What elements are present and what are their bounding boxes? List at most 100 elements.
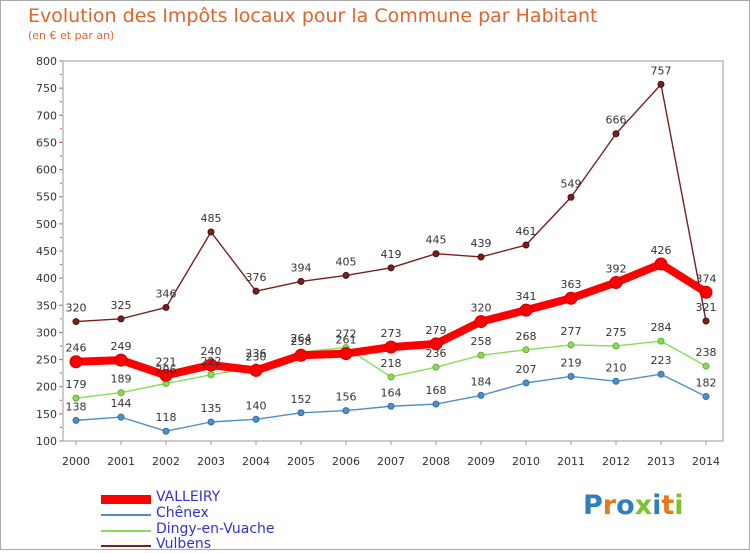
legend-swatch-valleiry [101, 495, 151, 504]
data-point-0 [114, 353, 128, 367]
data-label-3: 485 [201, 212, 222, 225]
data-point-3 [567, 193, 575, 201]
chart-subtitle: (en € et par an) [28, 29, 115, 42]
data-point-3 [702, 317, 710, 325]
data-point-0 [204, 358, 218, 372]
data-label-2: 206 [156, 363, 177, 376]
legend-swatch-vulbens [101, 545, 151, 547]
data-point-3 [387, 264, 395, 272]
data-label-2: 258 [471, 335, 492, 348]
data-point-1 [252, 415, 260, 423]
data-point-0 [519, 303, 533, 317]
legend-label-valleiry: VALLEIRY [156, 489, 221, 505]
data-point-0 [474, 315, 488, 329]
data-point-3 [657, 80, 665, 88]
data-label-3: 321 [696, 301, 717, 314]
data-label-0: 240 [201, 345, 222, 358]
x-tick-label: 2000 [62, 455, 90, 468]
data-point-1 [567, 372, 575, 380]
legend-label-dingy: Dingy-en-Vuache [156, 521, 275, 537]
x-tick-label: 2007 [377, 455, 405, 468]
data-point-1 [387, 402, 395, 410]
data-label-1: 152 [291, 393, 312, 406]
y-tick-label: 150 [36, 408, 57, 421]
x-tick-label: 2014 [692, 455, 720, 468]
data-point-2 [522, 346, 530, 354]
x-tick-label: 2005 [287, 455, 315, 468]
data-point-2 [657, 337, 665, 345]
data-label-1: 223 [651, 354, 672, 367]
data-point-3 [117, 315, 125, 323]
data-label-2: 189 [111, 373, 132, 386]
data-label-3: 394 [291, 261, 312, 274]
data-label-2: 238 [696, 346, 717, 359]
data-label-1: 138 [66, 400, 87, 413]
data-labels-layer: 138 144 118 135 140 152 156 164 168 184 207 219 210 2… [66, 64, 717, 424]
y-tick-label: 750 [36, 82, 57, 95]
series-layer [69, 80, 713, 435]
data-label-0: 279 [426, 324, 447, 337]
data-label-0: 246 [66, 342, 87, 355]
y-tick-label: 700 [36, 109, 57, 122]
data-label-3: 439 [471, 237, 492, 250]
y-tick-label: 350 [36, 299, 57, 312]
data-label-1: 118 [156, 411, 177, 424]
data-point-1 [612, 377, 620, 385]
data-point-1 [117, 413, 125, 421]
x-tick-label: 2010 [512, 455, 540, 468]
x-tick-label: 2004 [242, 455, 270, 468]
y-tick-label: 800 [36, 55, 57, 68]
legend-label-chenex: Chênex [156, 505, 209, 521]
data-label-2: 268 [516, 330, 537, 343]
chart-title: Evolution des Impôts locaux pour la Comm… [28, 5, 598, 27]
legend-swatch-dingy [101, 530, 151, 532]
data-point-0 [699, 285, 713, 299]
data-label-2: 275 [606, 326, 627, 339]
y-tick-label: 550 [36, 191, 57, 204]
data-point-1 [522, 379, 530, 387]
data-label-0: 374 [696, 272, 717, 285]
x-tick-label: 2013 [647, 455, 675, 468]
data-label-3: 320 [66, 302, 87, 315]
x-tick-label: 2008 [422, 455, 450, 468]
data-label-1: 156 [336, 391, 357, 404]
data-label-0: 426 [651, 244, 672, 257]
y-tick-label: 500 [36, 218, 57, 231]
y-tick-label: 400 [36, 272, 57, 285]
data-label-2: 272 [336, 328, 357, 341]
data-point-3 [477, 253, 485, 261]
data-point-2 [612, 342, 620, 350]
data-label-1: 168 [426, 384, 447, 397]
data-point-3 [432, 250, 440, 258]
data-point-2 [432, 363, 440, 371]
data-point-0 [249, 363, 263, 377]
data-point-0 [654, 257, 668, 271]
data-label-1: 184 [471, 375, 492, 388]
data-label-1: 164 [381, 386, 402, 399]
data-point-0 [159, 368, 173, 382]
data-point-0 [339, 347, 353, 361]
y-tick-label: 100 [36, 435, 57, 448]
data-label-0: 221 [156, 355, 177, 368]
y-tick-label: 300 [36, 326, 57, 339]
data-point-1 [432, 400, 440, 408]
data-label-1: 219 [561, 356, 582, 369]
x-tick-label: 2002 [152, 455, 180, 468]
data-label-3: 757 [651, 64, 672, 77]
data-point-1 [657, 370, 665, 378]
data-point-1 [297, 409, 305, 417]
data-label-3: 666 [606, 114, 627, 127]
data-point-1 [702, 392, 710, 400]
data-point-0 [69, 355, 83, 369]
data-label-0: 341 [516, 290, 537, 303]
data-label-1: 207 [516, 363, 537, 376]
data-label-3: 346 [156, 287, 177, 300]
data-label-0: 320 [471, 302, 492, 315]
data-label-0: 230 [246, 350, 267, 363]
data-point-2 [387, 373, 395, 381]
data-label-3: 419 [381, 248, 402, 261]
data-label-1: 144 [111, 397, 132, 410]
data-point-0 [564, 291, 578, 305]
data-point-0 [294, 348, 308, 362]
data-label-3: 461 [516, 225, 537, 238]
